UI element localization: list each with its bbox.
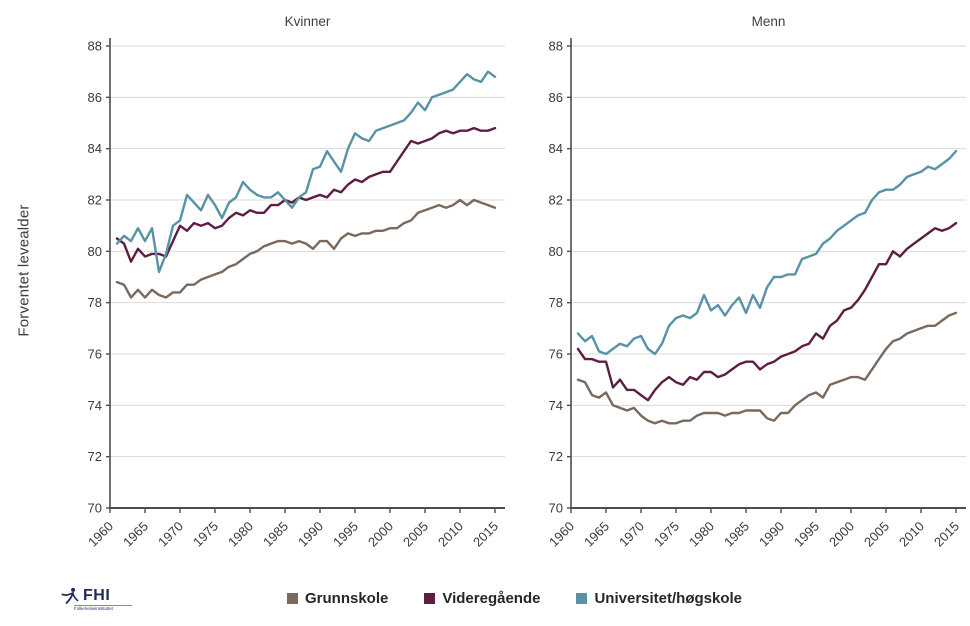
x-tick-label: 1970 <box>155 519 186 550</box>
legend-label: Universitet/høgskole <box>594 590 743 607</box>
y-tick-label: 78 <box>88 295 102 310</box>
x-tick-label: 1965 <box>120 519 151 550</box>
y-tick-label: 70 <box>549 501 563 516</box>
panel-title: Menn <box>752 14 786 29</box>
y-tick-label: 70 <box>88 501 102 516</box>
chart-kvinner: 70 72 74 76 78 80 82 84 86 88 1960 1965 1970 1975 1980… <box>85 14 505 550</box>
x-tick-label: 1985 <box>721 519 752 550</box>
y-tick-label: 78 <box>549 295 563 310</box>
fhi-logo: FHI Folkehelseinstituttet <box>60 586 180 616</box>
x-tick-label: 2015 <box>931 519 962 550</box>
series-line <box>576 149 958 356</box>
series-line <box>115 70 497 274</box>
series-line <box>576 221 958 402</box>
panel-kvinner: 70 72 74 76 78 80 82 84 86 88 1960 1965 1970 1975 1980… <box>74 8 519 569</box>
y-tick-label: 82 <box>549 193 563 208</box>
x-tick-label: 2010 <box>896 519 927 550</box>
y-tick-label: 74 <box>88 398 102 413</box>
legend-label: Grunnskole <box>305 590 389 607</box>
y-tick-label: 84 <box>88 141 102 156</box>
series-line <box>115 198 497 299</box>
x-tick-label: 1975 <box>651 519 682 550</box>
x-tick-label: 1980 <box>225 519 256 550</box>
legend-label: Videregående <box>442 590 541 607</box>
y-axis-title: Forventet levealder <box>15 204 33 337</box>
x-tick-label: 1960 <box>546 519 577 550</box>
x-tick-label: 1985 <box>260 519 291 550</box>
y-tick-label: 82 <box>88 193 102 208</box>
x-tick-label: 1960 <box>85 519 116 550</box>
fhi-person-icon <box>61 587 79 604</box>
x-tick-label: 1995 <box>791 519 822 550</box>
x-tick-label: 1995 <box>330 519 361 550</box>
y-tick-label: 76 <box>549 347 563 362</box>
y-tick-label: 88 <box>88 39 102 54</box>
legend-swatch-icon <box>424 593 436 604</box>
panel-title: Kvinner <box>285 14 331 29</box>
legend-swatch-icon <box>287 593 298 604</box>
y-tick-label: 84 <box>549 141 563 156</box>
y-tick-label: 76 <box>88 347 102 362</box>
x-tick-label: 2005 <box>400 519 431 550</box>
legend: Grunnskole Videregående Universitet/høgsko… <box>287 590 742 607</box>
y-tick-label: 86 <box>549 90 563 105</box>
legend-item-grunnskole: Grunnskole <box>287 590 388 607</box>
x-tick-label: 2000 <box>365 519 396 550</box>
y-tick-label: 80 <box>88 244 102 259</box>
legend-swatch-icon <box>576 593 588 604</box>
series-line <box>115 126 497 263</box>
series-line <box>576 311 958 425</box>
x-tick-label: 2005 <box>861 519 892 550</box>
x-tick-label: 1990 <box>756 519 787 550</box>
x-tick-label: 2000 <box>826 519 857 550</box>
panel-menn: 70 72 74 76 78 80 82 84 86 88 1960 1965 1970 1975 1980… <box>535 8 970 569</box>
x-tick-label: 1965 <box>581 519 612 550</box>
legend-item-videregaende: Videregående <box>424 590 540 607</box>
y-tick-label: 86 <box>88 90 102 105</box>
x-tick-label: 1990 <box>295 519 326 550</box>
x-tick-label: 2010 <box>435 519 466 550</box>
y-tick-label: 80 <box>549 244 563 259</box>
x-tick-label: 1975 <box>190 519 221 550</box>
fhi-logo-text: FHI <box>83 587 111 604</box>
fhi-logo-subtext: Folkehelseinstituttet <box>74 605 133 611</box>
y-tick-label: 74 <box>549 398 563 413</box>
x-tick-label: 1970 <box>616 519 647 550</box>
y-tick-label: 72 <box>88 449 102 464</box>
y-tick-label: 88 <box>549 39 563 54</box>
x-tick-label: 2015 <box>470 519 501 550</box>
y-tick-label: 72 <box>549 449 563 464</box>
chart-menn: 70 72 74 76 78 80 82 84 86 88 1960 1965 1970 1975 1980… <box>546 14 966 550</box>
legend-item-universitet: Universitet/høgskole <box>576 590 742 607</box>
x-tick-label: 1980 <box>686 519 717 550</box>
